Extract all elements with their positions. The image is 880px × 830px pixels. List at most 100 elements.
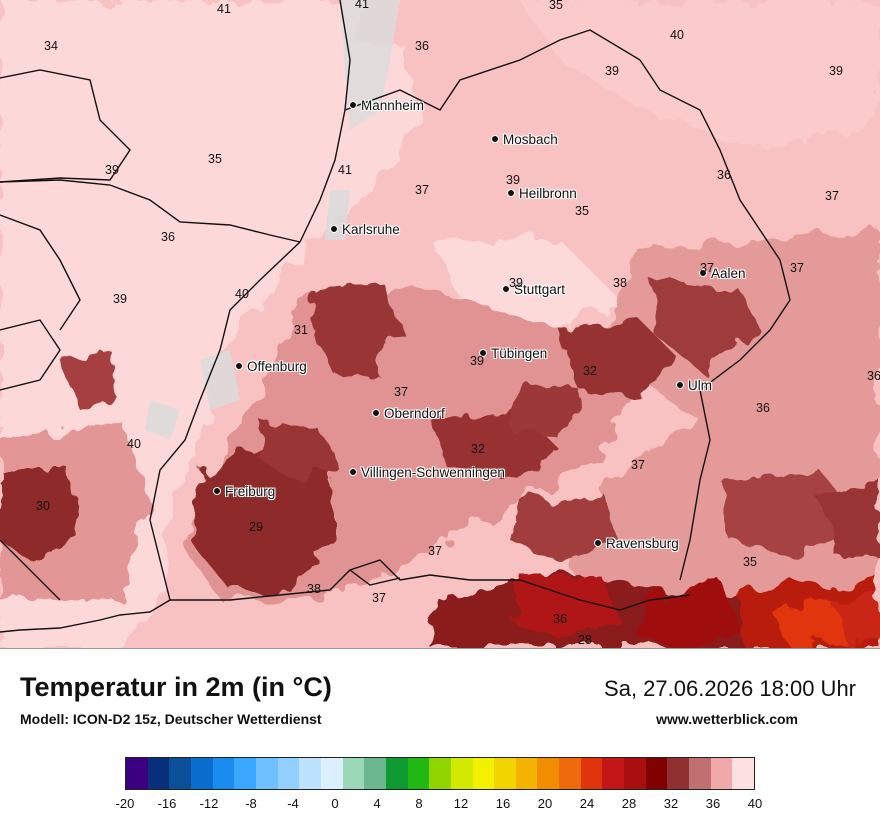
legend-tick-label: -16 bbox=[157, 796, 177, 811]
legend-tick-label: 40 bbox=[747, 796, 763, 811]
forecast-datetime: Sa, 27.06.2026 18:00 Uhr bbox=[604, 676, 856, 701]
map-value: 34 bbox=[44, 39, 58, 53]
map-value: 40 bbox=[127, 437, 141, 451]
city-marker-icon bbox=[372, 409, 380, 418]
map-value: 39 bbox=[105, 163, 119, 177]
map-value: 36 bbox=[415, 39, 429, 53]
map-value: 40 bbox=[235, 287, 249, 301]
map-value: 38 bbox=[613, 276, 627, 290]
legend-tick-label: 8 bbox=[415, 796, 423, 811]
legend-tick-label: 16 bbox=[495, 796, 511, 811]
legend-swatch bbox=[472, 758, 495, 789]
city-label: Ulm bbox=[676, 378, 712, 393]
legend-swatch bbox=[537, 758, 560, 789]
city-marker-icon bbox=[507, 189, 515, 198]
legend-tick-label: -8 bbox=[245, 796, 257, 811]
legend-swatch bbox=[732, 758, 755, 789]
map-title: Temperatur in 2m (in °C) bbox=[20, 672, 332, 702]
city-label: Heilbronn bbox=[507, 186, 577, 201]
legend-swatch bbox=[667, 758, 690, 789]
map-value: 36 bbox=[717, 168, 731, 182]
map-value: 41 bbox=[355, 0, 369, 11]
legend-swatch bbox=[342, 758, 365, 789]
footer bbox=[0, 649, 880, 830]
map-value: 35 bbox=[743, 555, 757, 569]
legend-ticks: -20 -16 -12 -8 -4 0 4 8 12 16 20 24 28 32 36 40 bbox=[116, 796, 763, 812]
map-value: 36 bbox=[553, 612, 567, 626]
legend-swatch bbox=[429, 758, 451, 789]
map-value: 40 bbox=[670, 28, 684, 42]
city-label: Freiburg bbox=[213, 484, 275, 499]
legend-swatch bbox=[515, 758, 538, 789]
map-value: 36 bbox=[756, 401, 770, 415]
city-label: Stuttgart bbox=[502, 282, 565, 297]
map-value: 39 bbox=[829, 64, 843, 78]
map-value: 32 bbox=[471, 442, 485, 456]
map-value: 37 bbox=[394, 385, 408, 399]
legend-swatch bbox=[407, 758, 430, 789]
city-label: Mannheim bbox=[349, 98, 424, 113]
map-value: 41 bbox=[217, 2, 231, 16]
map-value: 35 bbox=[549, 0, 563, 12]
legend-swatch bbox=[385, 758, 408, 789]
city-marker-icon bbox=[594, 539, 602, 548]
legend-swatch bbox=[255, 758, 278, 789]
map-value: 29 bbox=[249, 520, 263, 534]
map-value: 39 bbox=[470, 354, 484, 368]
city-label: Aalen bbox=[699, 266, 746, 281]
city-marker-icon bbox=[502, 285, 510, 294]
map-value: 28 bbox=[578, 633, 592, 647]
legend-tick-label: -20 bbox=[115, 796, 135, 811]
legend-swatch bbox=[320, 758, 343, 789]
map-value: 37 bbox=[428, 544, 442, 558]
legend-tick-label: 0 bbox=[331, 796, 339, 811]
legend-swatch bbox=[126, 758, 148, 789]
city-label: Karlsruhe bbox=[330, 222, 400, 237]
legend-swatch bbox=[169, 758, 191, 789]
legend-swatch bbox=[190, 758, 213, 789]
legend-swatch bbox=[450, 758, 473, 789]
city-marker-icon bbox=[699, 269, 707, 278]
map-value: 37 bbox=[790, 261, 804, 275]
map-value: 37 bbox=[700, 261, 714, 275]
legend-swatch bbox=[624, 758, 646, 789]
legend-swatch bbox=[364, 758, 386, 789]
city-marker-icon bbox=[491, 135, 499, 144]
legend-swatch bbox=[299, 758, 321, 789]
map-value: 39 bbox=[509, 276, 523, 290]
map-value: 37 bbox=[415, 183, 429, 197]
legend-tick-label: -12 bbox=[199, 796, 219, 811]
legend-swatch bbox=[234, 758, 256, 789]
website-link[interactable]: www.wetterblick.com bbox=[656, 711, 798, 727]
map-value: 37 bbox=[372, 591, 386, 605]
city-label: Mosbach bbox=[491, 132, 558, 147]
map-value: 35 bbox=[575, 204, 589, 218]
legend-tick-label: 24 bbox=[579, 796, 595, 811]
legend-swatch bbox=[559, 758, 581, 789]
legend-swatch bbox=[580, 758, 603, 789]
city-label: Villingen-Schwenningen bbox=[349, 465, 505, 480]
map-value: 38 bbox=[307, 582, 321, 596]
map-value: 39 bbox=[113, 292, 127, 306]
city-label: Ravensburg bbox=[594, 536, 679, 551]
legend-swatch bbox=[212, 758, 235, 789]
legend-tick-label: 36 bbox=[705, 796, 721, 811]
city-marker-icon bbox=[349, 468, 357, 477]
city-label: Offenburg bbox=[235, 359, 307, 374]
legend-swatch bbox=[147, 758, 170, 789]
map-value: 31 bbox=[294, 323, 308, 337]
city-marker-icon bbox=[235, 362, 243, 371]
legend-tick-label: 12 bbox=[453, 796, 469, 811]
map-value: 37 bbox=[825, 189, 839, 203]
city-label: Tübingen bbox=[479, 346, 547, 361]
temperature-field bbox=[0, 0, 880, 648]
map-value: 41 bbox=[338, 163, 352, 177]
city-marker-icon bbox=[479, 349, 487, 358]
city-marker-icon bbox=[213, 487, 221, 496]
map-value: 39 bbox=[605, 64, 619, 78]
legend-tick-label: 32 bbox=[663, 796, 679, 811]
legend-tick-label: -4 bbox=[287, 796, 299, 811]
legend-swatch bbox=[645, 758, 668, 789]
map-value: 39 bbox=[506, 173, 520, 187]
legend-swatch bbox=[277, 758, 300, 789]
